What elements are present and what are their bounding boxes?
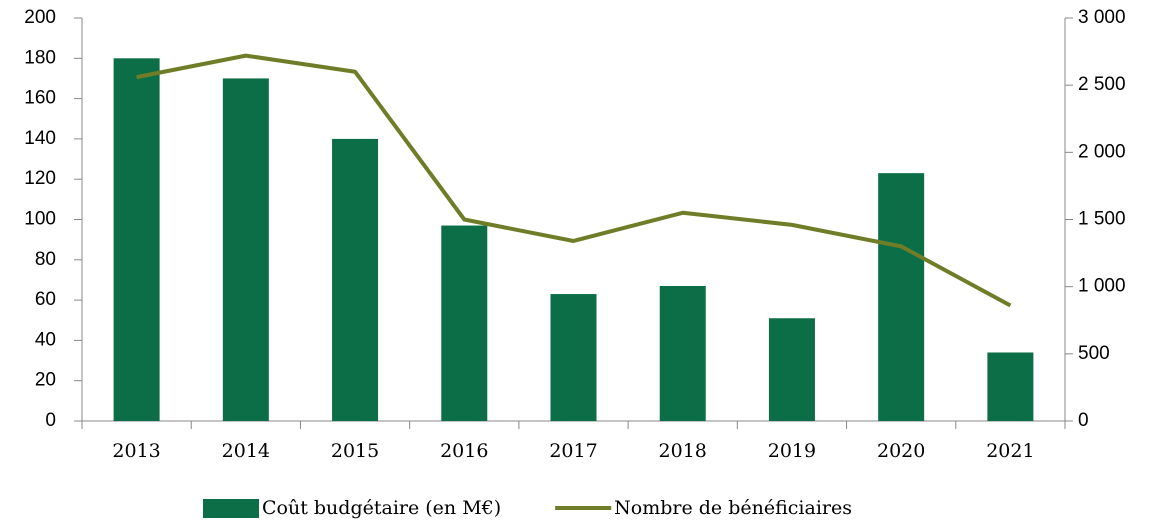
x-tick-label: 2019 (768, 440, 816, 462)
x-tick-label: 2017 (549, 440, 597, 462)
x-tick-label: 2018 (659, 440, 707, 462)
bar (550, 294, 597, 421)
line (136, 53, 1012, 308)
y-tick-label: 200 (24, 7, 56, 28)
y2-tick-label: 1 500 (1078, 209, 1126, 230)
y2-tick-label: 2 500 (1078, 74, 1126, 95)
bar (222, 78, 269, 421)
bar (878, 173, 925, 421)
bar (768, 318, 815, 421)
x-tick-label: 2021 (986, 440, 1034, 462)
y-tick-label: 100 (24, 209, 56, 230)
legend-label: Nombre de bénéficiaires (614, 497, 852, 519)
bar (659, 285, 706, 421)
y2-tick-label: 3 000 (1078, 7, 1126, 28)
y-tick-label: 160 (24, 88, 56, 109)
y2-tick-label: 1 000 (1078, 276, 1126, 297)
y-tick-label: 140 (24, 128, 56, 149)
y-tick-label: 40 (35, 329, 56, 350)
y2-tick-label: 0 (1078, 410, 1089, 431)
x-tick-label: 2016 (440, 440, 488, 462)
y2-tick-label: 500 (1078, 343, 1110, 364)
legend-swatch (203, 499, 259, 518)
y2-tick-label: 2 000 (1078, 141, 1126, 162)
y-tick-label: 120 (24, 168, 56, 189)
bar (987, 352, 1034, 421)
x-tick-label: 2015 (331, 440, 379, 462)
y-tick-label: 20 (35, 370, 56, 391)
bar (332, 138, 379, 421)
legend-label: Coût budgétaire (en M€) (262, 497, 501, 519)
x-tick-label: 2014 (222, 440, 270, 462)
x-tick-label: 2013 (112, 440, 160, 462)
x-tick-label: 2020 (877, 440, 925, 462)
y-tick-label: 180 (24, 47, 56, 68)
y-tick-label: 80 (35, 249, 56, 270)
y-tick-label: 60 (35, 289, 56, 310)
bar (441, 225, 488, 421)
bar (113, 58, 160, 422)
y-tick-label: 0 (45, 410, 56, 431)
